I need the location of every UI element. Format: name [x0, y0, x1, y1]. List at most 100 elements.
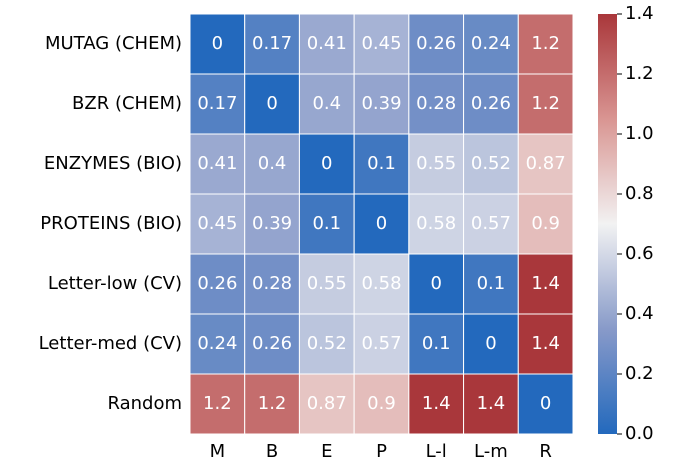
cell-label: 0.1: [422, 333, 451, 354]
cell-label: 0.4: [258, 153, 287, 174]
cell-label: 0.26: [416, 33, 456, 54]
cell-label: 0: [321, 153, 332, 174]
row-label: PROTEINS (BIO): [40, 213, 182, 234]
cell: [189, 193, 246, 255]
colorbar-tick-label: 0.8: [625, 183, 654, 204]
cell-label: 1.2: [203, 393, 232, 414]
column-label: B: [266, 441, 278, 462]
cell-label: 0.26: [197, 273, 237, 294]
cell: [353, 373, 410, 435]
cell-label: 1.4: [531, 333, 560, 354]
cell: [298, 373, 355, 435]
cell-label: 0: [540, 393, 551, 414]
cell: [463, 373, 519, 435]
cell-label: 0.55: [307, 273, 347, 294]
cell-label: 0: [430, 273, 441, 294]
column-label: M: [210, 441, 226, 462]
cell-label: 0.39: [361, 93, 401, 114]
cell-label: 0.55: [416, 153, 456, 174]
cell: [298, 13, 355, 75]
cell-label: 0.9: [531, 213, 560, 234]
cell: [408, 313, 465, 375]
column-label: L-l: [426, 441, 447, 462]
cell: [408, 73, 465, 135]
cell-label: 0.1: [477, 273, 506, 294]
cell-label: 0.52: [307, 333, 347, 354]
row-label: Random: [107, 393, 182, 414]
cell-label: 0: [212, 33, 223, 54]
row-label: ENZYMES (BIO): [44, 153, 182, 174]
column-label: L-m: [474, 441, 508, 462]
cell-label: 0.26: [252, 333, 292, 354]
cell-label: 0.28: [416, 93, 456, 114]
cell: [408, 133, 465, 195]
cell-label: 0.24: [197, 333, 237, 354]
cell-label: 0.41: [197, 153, 237, 174]
cell-label: 0.26: [471, 93, 511, 114]
cell: [463, 193, 519, 255]
colorbar-tick-label: 0.6: [625, 243, 654, 264]
row-label: BZR (CHEM): [72, 93, 182, 114]
cell: [353, 133, 410, 195]
cell-label: 0.17: [197, 93, 237, 114]
column-label: E: [321, 441, 332, 462]
colorbar-tick-label: 0.2: [625, 363, 654, 384]
row-label: Letter-low (CV): [48, 273, 182, 294]
cell: [517, 133, 574, 195]
cell-label: 0.17: [252, 33, 292, 54]
column-label: P: [376, 441, 387, 462]
cell-label: 0: [376, 213, 387, 234]
cell-label: 0: [266, 93, 277, 114]
cell-label: 1.2: [531, 33, 560, 54]
cell: [244, 133, 300, 195]
colorbar-tick-label: 1.0: [625, 123, 654, 144]
cell-label: 0.58: [361, 273, 401, 294]
cell: [298, 253, 355, 315]
cell: [353, 313, 410, 375]
cell: [189, 313, 246, 375]
cell-label: 0.24: [471, 33, 511, 54]
cell: [298, 133, 355, 195]
cell-label: 0.45: [197, 213, 237, 234]
cell: [189, 73, 246, 135]
cell-label: 1.4: [477, 393, 506, 414]
row-label: Letter-med (CV): [39, 333, 182, 354]
cell: [517, 373, 574, 435]
cell: [517, 313, 574, 375]
cell: [463, 133, 519, 195]
cell: [189, 373, 246, 435]
cell: [353, 193, 410, 255]
colorbar-tick-label: 1.4: [625, 3, 654, 24]
cell: [517, 73, 574, 135]
cell-label: 0.39: [252, 213, 292, 234]
cell-label: 0.1: [367, 153, 396, 174]
cell-label: 1.2: [258, 393, 287, 414]
cell: [189, 13, 246, 75]
cell-label: 0.87: [526, 153, 566, 174]
cell: [517, 193, 574, 255]
cell-label: 0.4: [312, 93, 341, 114]
cell-label: 1.4: [422, 393, 451, 414]
colorbar-tick-label: 1.2: [625, 63, 654, 84]
cell-label: 0.45: [361, 33, 401, 54]
cell-label: 0: [485, 333, 496, 354]
cell: [244, 13, 300, 75]
cell-label: 0.52: [471, 153, 511, 174]
cell: [463, 13, 519, 75]
cell: [408, 373, 465, 435]
cell-label: 1.4: [531, 273, 560, 294]
cell-label: 1.2: [531, 93, 560, 114]
cell-label: 0.57: [361, 333, 401, 354]
cell-label: 0.41: [307, 33, 347, 54]
colorbar-tick-label: 0.0: [625, 423, 654, 444]
cell-label: 0.58: [416, 213, 456, 234]
cell: [244, 193, 300, 255]
cell-label: 0.57: [471, 213, 511, 234]
row-label: MUTAG (CHEM): [45, 33, 182, 54]
colorbar-tick-label: 0.4: [625, 303, 654, 324]
cell-label: 0.28: [252, 273, 292, 294]
column-label: R: [539, 441, 552, 462]
cell-label: 0.9: [367, 393, 396, 414]
cell: [189, 253, 246, 315]
